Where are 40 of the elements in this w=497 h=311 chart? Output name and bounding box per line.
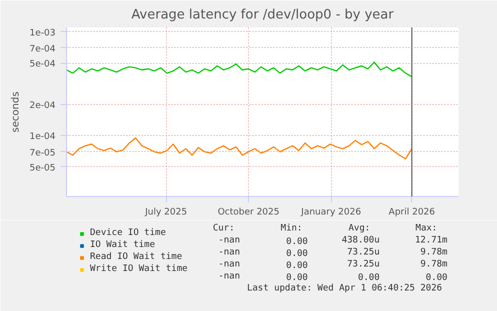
- text: 0.00: [286, 237, 308, 247]
- text: 438.00u: [342, 236, 380, 246]
- x-tick-label: January 2026: [300, 208, 362, 218]
- text: -nan: [218, 248, 240, 258]
- y-tick-label: 5e-04: [30, 60, 56, 70]
- text: Max:: [416, 224, 438, 234]
- text: Avg:: [348, 224, 370, 234]
- text: 12.71m: [414, 236, 448, 246]
- y-tick-label: 7e-05: [30, 148, 56, 158]
- y-tick-label: 1e-04: [30, 132, 56, 142]
- y-tick-label: 5e-05: [30, 163, 56, 174]
- y-axis-title: seconds: [10, 92, 22, 132]
- x-tick-label: July 2025: [144, 208, 188, 218]
- text: 0.00: [426, 273, 448, 283]
- legend-label: Write IO Wait time: [90, 263, 188, 275]
- legend-label: Read IO Wait time: [90, 251, 182, 263]
- text: 73.25u: [347, 260, 380, 270]
- text: 9.78m: [420, 260, 448, 270]
- text: -nan: [218, 236, 240, 246]
- text: Min:: [280, 224, 302, 234]
- chart-title: Average latency for /dev/loop0 - by year: [131, 8, 394, 22]
- text: 9.78m: [420, 248, 448, 258]
- text: 73.25u: [347, 248, 380, 258]
- text: -nan: [218, 272, 240, 282]
- text: -nan: [218, 260, 240, 270]
- text: 0.00: [286, 249, 308, 259]
- y-tick-label: 7e-04: [30, 44, 56, 54]
- text: Last update: Wed Apr 1 06:40:25 2026: [246, 284, 442, 294]
- line-series: [66, 62, 412, 78]
- y-tick-label: 2e-04: [30, 100, 56, 111]
- legend-label: IO Wait time: [90, 239, 156, 251]
- line-series: [66, 137, 412, 160]
- x-tick-label: April 2026: [388, 208, 436, 218]
- text: 0.00: [358, 273, 380, 283]
- text: 0.00: [286, 273, 308, 283]
- x-tick-label: October 2025: [218, 208, 280, 218]
- text: Cur:: [212, 224, 235, 234]
- legend-label: Device IO time: [90, 227, 166, 239]
- y-tick-label: 1e-03: [30, 28, 56, 38]
- text: 0.00: [286, 261, 308, 271]
